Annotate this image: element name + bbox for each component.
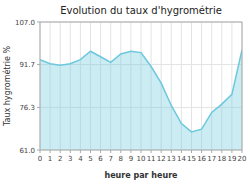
tick-x <box>221 150 222 153</box>
tick-x <box>100 150 101 153</box>
tick-x <box>231 150 232 153</box>
tick-y <box>37 64 40 65</box>
tick-label-y: 107.0 <box>15 19 35 27</box>
tick-label-y: 61.0 <box>19 147 35 155</box>
tick-label-x: 13 <box>167 155 176 163</box>
chart: 61.076.391.7107.001234567891011121314151… <box>0 0 250 188</box>
tick-label-y: 76.3 <box>19 104 35 112</box>
tick-x <box>151 150 152 153</box>
tick-x <box>50 150 51 153</box>
axes: 61.076.391.7107.001234567891011121314151… <box>15 19 247 164</box>
tick-x <box>161 150 162 153</box>
tick-x <box>80 150 81 153</box>
title: Evolution du taux d'hygrométrie <box>60 5 222 16</box>
area <box>40 50 242 150</box>
tick-x <box>171 150 172 153</box>
tick-label-y: 91.7 <box>19 61 35 69</box>
tick-label-x: 7 <box>108 155 112 163</box>
plot-area <box>40 50 242 150</box>
tick-x <box>40 150 41 153</box>
tick-label-x: 14 <box>177 155 186 163</box>
tick-x <box>130 150 131 153</box>
tick-label-x: 19 <box>227 155 236 163</box>
tick-label-x: 18 <box>217 155 226 163</box>
tick-label-x: 2 <box>58 155 62 163</box>
y-axis-label: Taux hygrométrie % <box>2 46 12 128</box>
tick-x <box>70 150 71 153</box>
tick-x <box>211 150 212 153</box>
tick-label-x: 1 <box>48 155 52 163</box>
tick-label-x: 12 <box>157 155 166 163</box>
tick-label-x: 8 <box>119 155 123 163</box>
tick-label-x: 5 <box>88 155 92 163</box>
tick-x <box>141 150 142 153</box>
tick-y <box>37 22 40 23</box>
tick-x <box>60 150 61 153</box>
tick-x <box>110 150 111 153</box>
tick-label-x: 16 <box>197 155 206 163</box>
tick-label-x: 9 <box>129 155 133 163</box>
tick-label-x: 11 <box>147 155 156 163</box>
tick-x <box>181 150 182 153</box>
tick-x <box>242 150 243 153</box>
tick-label-x: 15 <box>187 155 196 163</box>
chart-container: 61.076.391.7107.001234567891011121314151… <box>0 0 250 188</box>
tick-label-x: 10 <box>137 155 146 163</box>
x-axis-label: heure par heure <box>104 171 178 180</box>
tick-label-x: 3 <box>68 155 72 163</box>
tick-y <box>37 107 40 108</box>
tick-label-x: 20 <box>238 155 247 163</box>
tick-x <box>191 150 192 153</box>
grid <box>40 22 242 150</box>
tick-label-x: 17 <box>207 155 216 163</box>
tick-label-x: 6 <box>98 155 103 163</box>
tick-x <box>120 150 121 153</box>
tick-label-x: 0 <box>38 155 42 163</box>
plot-frame <box>40 22 242 150</box>
tick-x <box>90 150 91 153</box>
tick-label-x: 4 <box>78 155 83 163</box>
tick-x <box>201 150 202 153</box>
line <box>40 50 242 132</box>
